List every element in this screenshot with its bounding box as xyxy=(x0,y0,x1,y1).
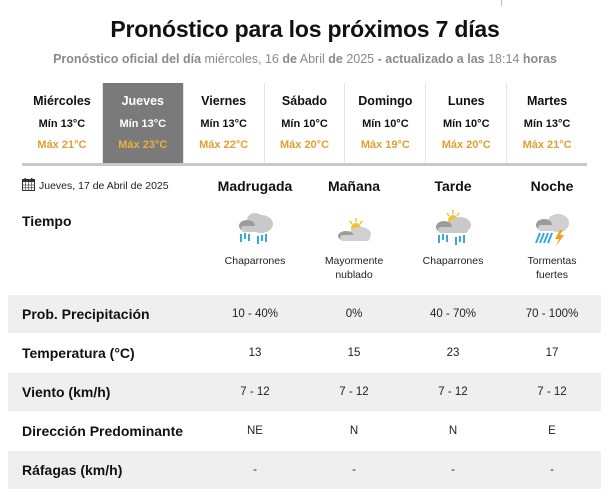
day-max-temp: Máx 23°C xyxy=(118,139,168,151)
row-value: 7 - 12 xyxy=(240,386,270,398)
condition-desc-line: Mayormente xyxy=(324,255,384,267)
day-min-temp: Mín 13°C xyxy=(38,118,86,130)
row-label: Dirección Predominante xyxy=(22,423,184,439)
condition-noche: Tormentas fuertes xyxy=(502,208,602,282)
condition-desc-line: Tormentas xyxy=(527,255,577,267)
row-value: 10 - 40% xyxy=(231,308,279,320)
row-value: NE xyxy=(247,425,263,437)
row-value: 15 xyxy=(347,347,361,359)
rain-showers-sun-icon xyxy=(403,208,503,250)
day-name: Domingo xyxy=(358,94,413,108)
day-name: Lunes xyxy=(447,94,485,108)
day-max-temp: Máx 21°C xyxy=(37,139,87,151)
day-min-temp: Mín 10°C xyxy=(281,118,328,130)
subtitle-prefix: Pronóstico oficial del día xyxy=(53,52,202,66)
row-value: 7 - 12 xyxy=(537,386,567,398)
row-wind: Viento (km/h) 7 - 12 7 - 12 7 - 12 7 - 1… xyxy=(8,373,601,411)
subtitle-month: Abril xyxy=(299,52,325,66)
day-tab-jueves[interactable]: Jueves Mín 13°C Máx 23°C xyxy=(102,83,184,163)
row-value: 0% xyxy=(345,308,363,320)
day-min-temp: Mín 13°C xyxy=(119,118,167,130)
row-value: N xyxy=(349,425,359,437)
day-min-temp: Mín 10°C xyxy=(442,118,490,130)
condition-manana: Mayormente nublado xyxy=(304,208,404,282)
row-value: - xyxy=(550,464,554,476)
rain-showers-icon xyxy=(205,208,305,250)
subtitle-de: de xyxy=(328,52,343,66)
row-value: 17 xyxy=(545,347,559,359)
selected-date-text: Jueves, 17 de Abril de 2025 xyxy=(39,180,169,192)
day-tab-viernes[interactable]: Viernes Mín 13°C Máx 22°C xyxy=(184,83,265,163)
page-subtitle: Pronóstico oficial del día miércoles, 16… xyxy=(0,52,610,66)
period-madrugada: Madrugada xyxy=(217,178,293,194)
day-tab-domingo[interactable]: Domingo Mín 10°C Máx 19°C xyxy=(345,83,427,163)
day-max-temp: Máx 21°C xyxy=(522,139,572,151)
condition-desc-line: fuertes xyxy=(535,269,569,281)
row-value: E xyxy=(548,425,556,437)
condition-tarde: Chaparrones xyxy=(403,208,503,268)
row-value: - xyxy=(451,464,455,476)
period-noche: Noche xyxy=(530,178,574,194)
selected-date: Jueves, 17 de Abril de 2025 xyxy=(22,178,169,194)
day-tab-miercoles[interactable]: Miércoles Mín 13°C Máx 21°C xyxy=(22,83,103,163)
condition-desc: Tormentas fuertes xyxy=(502,254,602,282)
day-max-temp: Máx 19°C xyxy=(360,139,410,151)
condition-desc-line: nublado xyxy=(335,269,373,281)
day-name: Martes xyxy=(526,94,568,108)
day-max-temp: Máx 20°C xyxy=(279,139,330,151)
row-value: - xyxy=(352,464,356,476)
subtitle-updated-label: - actualizado a las xyxy=(377,52,485,66)
row-value: 7 - 12 xyxy=(339,386,369,398)
day-name: Miércoles xyxy=(33,94,91,108)
condition-desc: Chaparrones xyxy=(403,254,503,268)
subtitle-weekday: miércoles, 16 xyxy=(204,52,279,66)
period-tarde: Tarde xyxy=(434,178,472,194)
day-tab-martes[interactable]: Martes Mín 13°C Máx 21°C xyxy=(507,83,587,163)
day-max-temp: Máx 20°C xyxy=(441,139,491,151)
top-divider xyxy=(501,0,502,6)
row-value: 40 - 70% xyxy=(429,308,477,320)
condition-madrugada: Chaparrones xyxy=(205,208,305,268)
row-value: 70 - 100% xyxy=(525,308,579,320)
day-name: Sábado xyxy=(281,94,328,108)
condition-desc: Mayormente nublado xyxy=(304,254,404,282)
row-label: Viento (km/h) xyxy=(22,384,111,400)
day-tabs: Miércoles Mín 13°C Máx 21°C Jueves Mín 1… xyxy=(22,83,587,166)
row-precipitation: Prob. Precipitación 10 - 40% 0% 40 - 70%… xyxy=(8,295,601,333)
condition-desc: Chaparrones xyxy=(205,254,305,268)
condition-desc-line: Chaparrones xyxy=(224,255,286,267)
tiempo-label: Tiempo xyxy=(22,213,72,229)
day-name: Jueves xyxy=(121,94,164,108)
page-title: Pronóstico para los próximos 7 días xyxy=(110,16,500,42)
row-label: Ráfagas (km/h) xyxy=(22,462,123,478)
day-tab-sabado[interactable]: Sábado Mín 10°C Máx 20°C xyxy=(265,83,346,163)
row-value: - xyxy=(253,464,257,476)
day-min-temp: Mín 13°C xyxy=(523,118,571,130)
row-label: Prob. Precipitación xyxy=(22,306,150,322)
period-manana: Mañana xyxy=(327,178,381,194)
row-value: 23 xyxy=(446,347,460,359)
row-temperature: Temperatura (°C) 13 15 23 17 xyxy=(8,334,601,372)
day-name: Viernes xyxy=(201,94,247,108)
subtitle-hours: horas xyxy=(522,52,557,66)
day-min-temp: Mín 10°C xyxy=(362,118,409,130)
row-gusts: Ráfagas (km/h) - - - - xyxy=(8,451,601,489)
condition-desc-line: Chaparrones xyxy=(422,255,484,267)
calendar-icon xyxy=(22,178,35,194)
row-label: Temperatura (°C) xyxy=(22,345,135,361)
day-max-temp: Máx 22°C xyxy=(199,139,249,151)
mostly-cloudy-icon xyxy=(304,208,404,250)
row-wind-direction: Dirección Predominante NE N N E xyxy=(8,412,601,450)
subtitle-time: 18:14 xyxy=(488,52,520,66)
day-min-temp: Mín 13°C xyxy=(200,118,247,130)
row-value: 7 - 12 xyxy=(438,386,468,398)
thunderstorm-icon xyxy=(502,208,602,250)
day-tab-lunes[interactable]: Lunes Mín 10°C Máx 20°C xyxy=(426,83,508,163)
row-value: 13 xyxy=(248,347,262,359)
row-value: N xyxy=(448,425,458,437)
subtitle-year: 2025 xyxy=(346,52,375,66)
subtitle-de: de xyxy=(282,52,297,66)
